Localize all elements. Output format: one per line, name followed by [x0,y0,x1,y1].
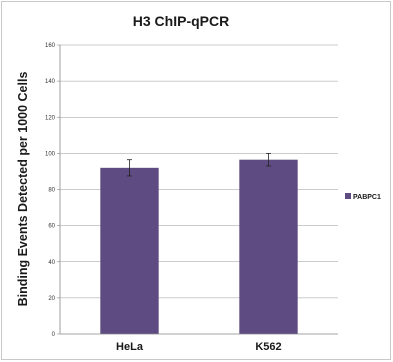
y-tick-label: 80 [48,188,55,194]
bars [100,159,298,334]
x-tick-labels: HeLa K562 [116,341,282,353]
y-tick-label: 0 [52,332,56,338]
y-tick-label: 140 [45,79,56,85]
legend-swatch [345,193,351,199]
x-tick-label: K562 [255,341,281,353]
legend-label: PABPC1 [353,194,381,201]
y-tick-label: 40 [48,260,55,266]
chart-title: H3 ChIP-qPCR [133,13,229,29]
y-tick-label: 60 [48,224,55,230]
x-tick-label: HeLa [116,341,144,353]
y-tick-label: 160 [45,43,56,49]
y-tick-label: 100 [45,151,56,157]
bar [100,167,159,334]
bar [239,159,298,334]
y-tick-label: 120 [45,115,56,121]
y-axis-label: Binding Events Detected per 1000 Cells [16,72,30,307]
y-tick-label: 20 [48,296,55,302]
y-tick-labels: 0 20 40 60 80 100 120 140 160 [45,43,60,338]
error-bars [127,152,271,177]
legend: PABPC1 [345,193,381,201]
axes [59,45,338,335]
